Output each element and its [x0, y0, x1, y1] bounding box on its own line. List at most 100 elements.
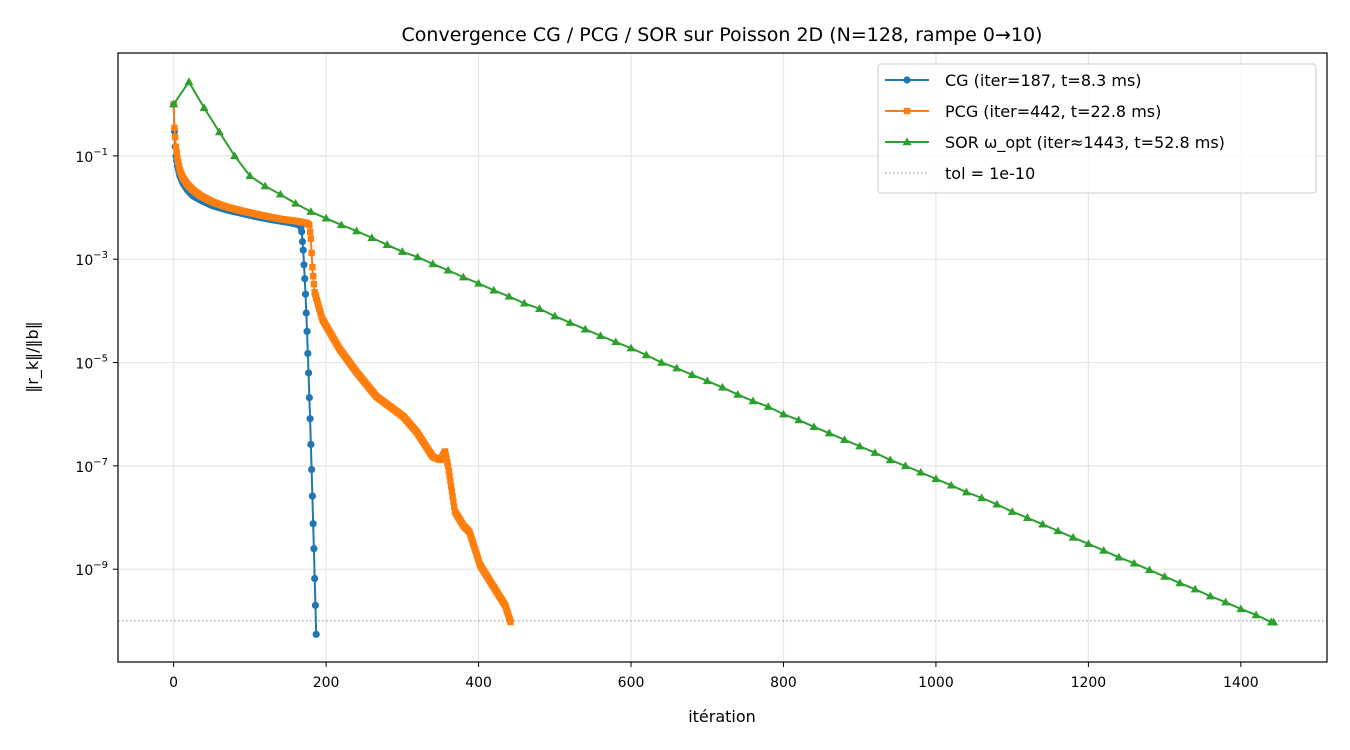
data-point-square	[903, 107, 911, 115]
data-point-square	[308, 249, 315, 257]
data-point-square	[307, 235, 315, 242]
data-point-triangle	[214, 127, 224, 136]
data-point-triangle	[824, 428, 834, 437]
x-tick-label: 1200	[1071, 675, 1107, 691]
data-point-square	[309, 272, 317, 280]
data-point-square	[174, 155, 181, 162]
x-tick-label: 400	[465, 675, 492, 691]
data-point-triangle	[977, 493, 987, 502]
data-point-circle	[309, 520, 317, 528]
data-point-triangle	[1099, 546, 1109, 554]
data-point-triangle	[931, 474, 941, 483]
data-point-triangle	[367, 233, 377, 241]
data-point-triangle	[1038, 519, 1048, 528]
data-point-triangle	[1083, 539, 1093, 548]
data-point-triangle	[1053, 526, 1063, 535]
legend-label: CG (iter=187, t=8.3 ms)	[945, 71, 1142, 90]
data-point-circle	[311, 574, 319, 583]
series-square	[170, 101, 514, 626]
data-point-triangle	[1007, 507, 1017, 515]
data-point-triangle	[275, 189, 285, 198]
legend: CG (iter=187, t=8.3 ms) PCG (iter=442, t=…	[877, 63, 1317, 194]
data-point-triangle	[489, 285, 499, 294]
data-point-circle	[304, 369, 313, 377]
data-point-triangle	[184, 77, 194, 86]
legend-entry: SOR ω_opt (iter≈1443, t=52.8 ms)	[885, 133, 1225, 153]
data-point-triangle	[1190, 584, 1200, 593]
data-point-square	[171, 133, 179, 141]
data-point-circle	[303, 327, 311, 336]
data-point-triangle	[839, 435, 849, 443]
data-point-square	[450, 498, 457, 505]
data-point-square	[442, 451, 449, 459]
y-tick-label: 10−5	[75, 354, 108, 373]
data-point-triangle	[565, 318, 575, 326]
x-tick-label: 600	[618, 675, 645, 691]
data-point-triangle	[946, 480, 956, 489]
data-point-circle	[311, 601, 320, 609]
data-point-circle	[306, 415, 314, 423]
data-point-triangle	[1175, 578, 1185, 587]
data-point-triangle	[245, 171, 255, 180]
legend-label: SOR ω_opt (iter≈1443, t=52.8 ms)	[945, 133, 1225, 153]
data-point-circle	[301, 290, 310, 298]
data-point-triangle	[519, 298, 529, 307]
chart-title: Convergence CG / PCG / SOR sur Poisson 2…	[402, 24, 1043, 46]
legend-box	[877, 63, 1317, 194]
data-point-square	[171, 124, 178, 131]
data-point-triangle	[1269, 617, 1279, 626]
data-point-triangle	[1160, 572, 1170, 580]
data-point-triangle	[306, 207, 316, 215]
legend-entry: CG (iter=187, t=8.3 ms)	[885, 71, 1142, 90]
data-point-circle	[312, 630, 320, 638]
data-point-triangle	[794, 415, 804, 424]
data-point-triangle	[916, 467, 926, 476]
data-point-triangle	[199, 103, 209, 112]
data-point-triangle	[641, 350, 651, 359]
data-point-triangle	[580, 324, 590, 333]
x-tick-label: 200	[313, 675, 340, 691]
data-point-triangle	[230, 151, 240, 160]
x-tick-label: 1400	[1223, 675, 1259, 691]
data-point-circle	[310, 545, 318, 553]
data-point-circle	[298, 228, 306, 236]
y-tick-label: 10−9	[75, 560, 108, 579]
data-point-circle	[304, 349, 312, 358]
data-point-triangle	[474, 278, 484, 287]
x-tick-label: 1000	[918, 675, 954, 691]
data-point-triangle	[443, 265, 453, 274]
data-point-triangle	[733, 390, 743, 398]
data-point-triangle	[352, 226, 362, 235]
data-point-triangle	[702, 376, 712, 385]
data-point-triangle	[1114, 552, 1124, 561]
data-point-triangle	[763, 402, 773, 410]
y-axis: 10−1 10−3 10−5 10−7 10−9	[75, 147, 118, 579]
data-point-triangle	[291, 198, 301, 207]
data-point-triangle	[748, 396, 758, 405]
data-point-square	[309, 264, 316, 271]
data-point-square	[172, 143, 180, 150]
data-point-triangle	[961, 487, 971, 496]
data-point-square	[175, 162, 183, 170]
x-axis: 0 200 400 600 800 1000 1200 1400	[169, 662, 1259, 691]
data-point-triangle	[382, 240, 392, 249]
x-tick-label: 0	[169, 675, 178, 691]
data-point-circle	[301, 275, 309, 283]
data-point-triangle	[397, 247, 407, 255]
data-point-triangle	[672, 363, 682, 372]
data-point-triangle	[1144, 565, 1154, 574]
data-point-triangle	[611, 337, 621, 346]
data-point-square	[507, 618, 514, 626]
data-point-circle	[298, 237, 307, 246]
data-point-triangle	[626, 343, 636, 352]
data-point-triangle	[321, 213, 331, 222]
series-triangle	[169, 77, 1279, 626]
data-point-square	[447, 477, 454, 485]
data-point-triangle	[1236, 604, 1246, 613]
data-point-triangle	[260, 181, 270, 190]
data-point-triangle	[336, 220, 346, 229]
legend-entry: tol = 1e-10	[885, 164, 1035, 183]
y-tick-label: 10−1	[75, 147, 108, 166]
data-point-square	[448, 488, 456, 495]
